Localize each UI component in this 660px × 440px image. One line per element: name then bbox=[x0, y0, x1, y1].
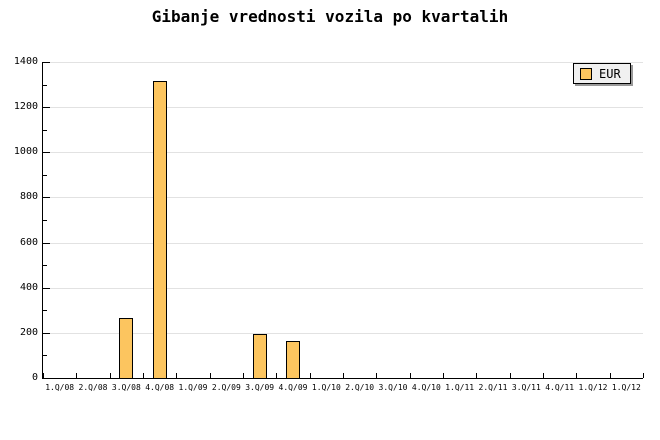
y-tick-900 bbox=[43, 174, 47, 176]
y-tick-1200 bbox=[43, 107, 50, 109]
legend-series-label: EUR bbox=[599, 66, 621, 81]
x-axis-label-2: 3.Q/08 bbox=[111, 383, 141, 392]
y-axis-label-0: 0 bbox=[31, 372, 38, 383]
y-axis-label-800: 800 bbox=[19, 191, 38, 203]
y-axis-label-1000: 1000 bbox=[13, 146, 38, 158]
bar-3.Q/08 bbox=[119, 318, 134, 378]
x-tick-16 bbox=[576, 373, 578, 378]
gridline-y-600 bbox=[43, 242, 643, 244]
y-tick-200 bbox=[43, 332, 50, 334]
y-tick-1300 bbox=[43, 84, 47, 86]
x-axis-label-0: 1.Q/08 bbox=[45, 383, 75, 392]
x-axis-label-11: 4.Q/10 bbox=[411, 383, 441, 392]
x-axis-label-4: 1.Q/09 bbox=[178, 383, 208, 392]
x-tick-5 bbox=[209, 373, 211, 378]
y-tick-600 bbox=[43, 242, 50, 244]
y-tick-800 bbox=[43, 197, 50, 199]
x-tick-15 bbox=[543, 373, 544, 378]
x-tick-8 bbox=[309, 373, 311, 378]
x-tick-14 bbox=[509, 373, 511, 378]
x-axis-label-8: 1.Q/10 bbox=[311, 383, 341, 392]
legend-series-swatch bbox=[580, 67, 592, 80]
x-tick-9 bbox=[343, 373, 344, 378]
y-tick-700 bbox=[43, 220, 47, 221]
y-tick-1000 bbox=[43, 152, 50, 154]
y-tick-500 bbox=[43, 265, 47, 267]
y-axis-label-1400: 1400 bbox=[13, 56, 38, 67]
gridline-y-1000 bbox=[43, 152, 643, 154]
bar-4.Q/08 bbox=[152, 81, 167, 378]
gridline-y-1200 bbox=[43, 107, 643, 109]
x-axis-label-16: 1.Q/12 bbox=[578, 383, 608, 392]
x-axis-label-6: 3.Q/09 bbox=[245, 383, 275, 392]
x-axis-label-5: 2.Q/09 bbox=[211, 383, 241, 392]
x-axis-label-14: 3.Q/11 bbox=[511, 383, 541, 392]
x-axis-label-12: 1.Q/11 bbox=[445, 383, 475, 392]
x-tick-1 bbox=[76, 373, 78, 378]
x-axis-label-9: 2.Q/10 bbox=[345, 383, 375, 392]
x-axis-label-13: 2.Q/11 bbox=[478, 383, 508, 392]
x-tick-0 bbox=[43, 373, 44, 378]
x-tick-17 bbox=[609, 373, 611, 378]
x-tick-12 bbox=[443, 373, 444, 378]
chart-title: Gibanje vrednosti vozila po kvartalih bbox=[151, 7, 509, 26]
x-tick-2 bbox=[109, 373, 111, 378]
x-tick-13 bbox=[476, 373, 478, 378]
x-axis-label-3: 4.Q/08 bbox=[145, 383, 175, 392]
y-tick-300 bbox=[43, 310, 47, 312]
gridline-y-400 bbox=[43, 287, 643, 289]
x-axis-label-15: 4.Q/11 bbox=[545, 383, 575, 392]
gridline-y-1400 bbox=[43, 62, 643, 63]
x-axis-label-1: 2.Q/08 bbox=[78, 383, 108, 392]
gridline-y-200 bbox=[43, 332, 643, 334]
x-tick-11 bbox=[409, 373, 411, 378]
y-axis-label-600: 600 bbox=[19, 236, 38, 248]
y-tick-1400 bbox=[43, 62, 50, 63]
x-axis-label-17: 1.Q/12 bbox=[611, 383, 641, 392]
y-axis-label-1200: 1200 bbox=[13, 101, 38, 113]
bar-3.Q/09 bbox=[252, 334, 267, 378]
x-tick-7 bbox=[276, 373, 278, 378]
x-axis-label-10: 3.Q/10 bbox=[378, 383, 408, 392]
gridline-y-800 bbox=[43, 197, 643, 199]
y-axis-label-200: 200 bbox=[19, 326, 38, 338]
x-tick-6 bbox=[243, 373, 244, 378]
y-tick-1100 bbox=[43, 129, 47, 131]
x-tick-10 bbox=[376, 373, 378, 378]
x-tick-18 bbox=[643, 373, 644, 378]
x-tick-3 bbox=[143, 373, 144, 378]
x-tick-4 bbox=[176, 373, 178, 378]
bar-4.Q/09 bbox=[286, 340, 300, 378]
legend: EUR bbox=[573, 63, 631, 84]
y-axis-label-400: 400 bbox=[19, 281, 38, 293]
y-tick-100 bbox=[43, 355, 47, 357]
plot-area: 0 200 400 600 800 1000 1200 1400 1.Q/08 2.Q/08 3.Q… bbox=[14, 56, 644, 392]
y-tick-400 bbox=[43, 287, 50, 289]
x-axis-label-7: 4.Q/09 bbox=[278, 383, 308, 392]
